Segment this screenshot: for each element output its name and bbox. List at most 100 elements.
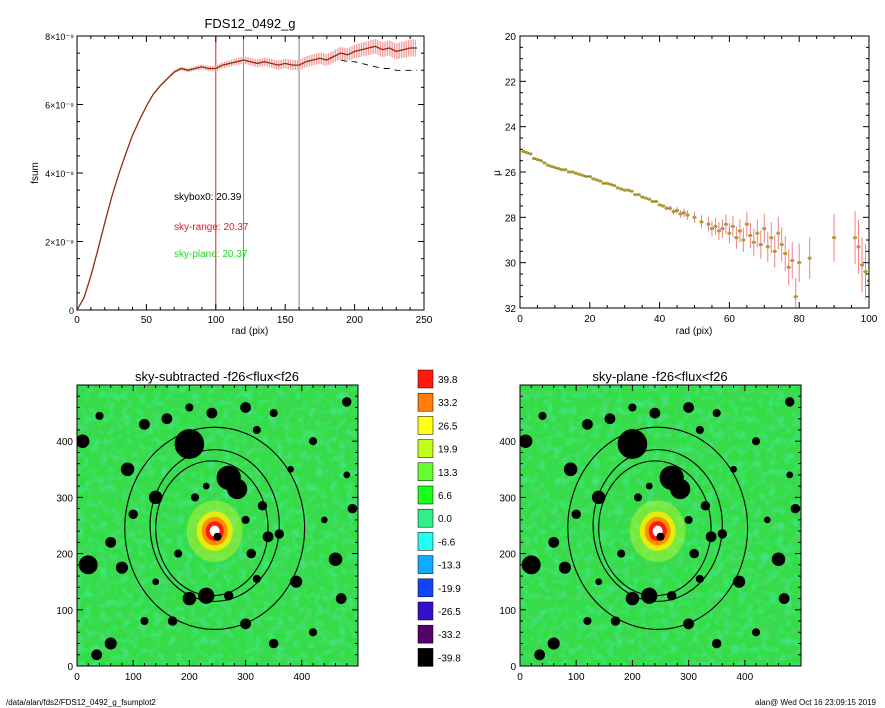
mu-point [560,168,564,172]
x-tick-label: 150 [277,315,294,326]
masked-source [571,509,581,519]
mu-point [864,270,868,274]
mu-point [699,220,703,224]
mu-point [556,167,560,171]
masked-source [91,649,103,661]
masked-source [534,649,546,661]
masked-source [711,638,722,649]
masked-source [95,411,104,420]
masked-source [206,407,218,419]
mu-point [644,196,648,200]
aperture-ellipse [598,460,712,597]
mu-point [630,189,634,193]
colorbar-swatch [417,532,434,551]
x-tick-label: 300 [680,672,697,683]
masked-source [342,397,352,407]
mu-point [619,187,623,191]
masked-source [558,561,572,574]
mu-point [668,206,672,210]
masked-source [548,536,560,548]
masked-source [617,549,626,558]
y-tick-label: 2×10⁻⁹ [45,238,74,248]
skybox-label: skybox0: 20.39 [174,192,242,203]
mu-point [706,222,710,226]
masked-source [148,490,163,505]
mu-point [790,258,794,262]
mu-point [794,295,798,299]
fsum-curve-alt [340,59,418,71]
mu-point [658,203,662,207]
colorbar-swatch [417,601,434,621]
mu-point [570,170,574,174]
masked-source [213,532,222,541]
y-tick-label: 32 [505,304,517,315]
sky-subtracted-image: sky-subtracted -f26<flux<f26 0 100 200 300 4… [56,369,359,683]
colorbar-label: -26.5 [438,607,461,618]
mu-point [727,231,731,235]
y-tick-label: 0 [69,306,74,316]
x-tick-label: 100 [861,314,878,325]
mu-point [783,252,787,256]
mu-point [762,227,766,231]
fsum-curve [77,45,418,310]
y-tick-label: 30 [505,259,517,270]
masked-source [252,425,261,435]
colorbar-label: -6.6 [438,537,456,548]
mu-point [759,243,763,247]
masked-sources [520,397,801,661]
mu-point [693,215,696,219]
mu-point [654,199,658,203]
x-tick-label: 400 [293,672,310,683]
mu-point [598,179,602,183]
mu-point [528,152,532,156]
mu-point [741,238,745,242]
colorbar-swatch [417,392,434,412]
masked-source [656,532,665,541]
masked-source [645,482,653,490]
mu-y-label: μ [492,170,503,176]
masked-source [335,593,347,604]
masked-source [582,418,593,430]
masked-source [683,402,694,413]
fsum-plot: FDS12_0492_g skybox0: 20.39 sky-range: 2… [30,16,433,337]
masked-source [182,591,197,606]
masked-source [308,437,318,446]
mu-point [808,256,812,260]
colorbar-label: 6.6 [438,491,452,502]
aperture-ellipses [124,426,306,631]
mu-point [567,170,571,174]
mu-point [679,212,683,216]
colorbar-swatch [417,578,434,598]
mu-point [731,224,735,228]
mu-point [633,193,637,197]
colorbar-swatch [417,369,434,389]
mu-x-ticks: 0 20 40 60 80 100 [517,36,878,325]
mu-point [860,263,864,267]
aperture-ellipses [567,426,749,631]
masked-source [751,437,761,446]
masked-source [120,462,135,477]
masked-source [104,637,117,650]
x-tick-label: 100 [207,315,224,326]
mu-point [577,172,581,176]
mu-point [623,188,627,192]
masked-source [670,478,691,500]
x-tick-label: 400 [736,672,753,683]
x-tick-label: 200 [624,672,641,683]
sky-annotations: skybox0: 20.39 sky-range: 20.37 sky-plan… [174,192,249,260]
masked-source [320,516,328,524]
mu-series [521,150,869,308]
fsum-y-ticks: 0 2×10⁻⁹ 4×10⁻⁹ 6×10⁻⁹ 8×10⁻⁹ [45,32,424,316]
mu-point [713,224,717,228]
masked-source [625,591,640,606]
masked-source [241,515,250,524]
footer-user-date: alan@ Wed Oct 16 23:09:15 2019 [755,698,876,707]
mu-point [609,182,613,186]
img2-x-ticks: 0 100 200 300 400 [517,385,791,683]
mu-point [539,159,543,163]
masked-source [252,574,261,583]
aperture-ellipse [567,426,749,631]
x-tick-label: 300 [237,672,254,683]
sky-plane-title: sky-plane -f26<flux<f26 [592,369,727,384]
colorbar-swatch [417,416,434,435]
